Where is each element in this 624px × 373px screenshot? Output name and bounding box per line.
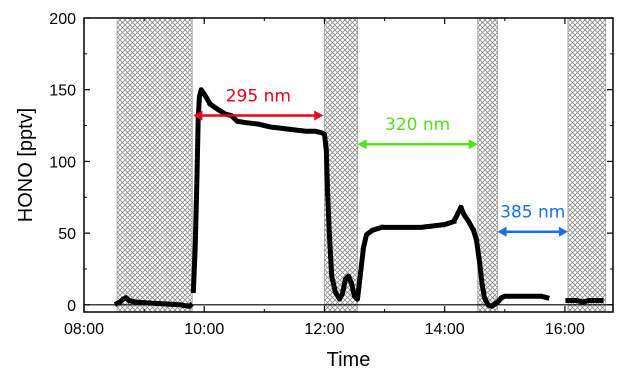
x-axis-ticks: 08:00 10:00 12:00 14:00 16:00 [64,18,585,338]
plot-frame [83,17,614,313]
y-tick-label: 0 [67,298,76,315]
x-axis-title: Time [327,349,371,371]
y-axis-title: HONO [pptv] [15,108,37,222]
wavelength-annotation: 320 nm [357,115,478,150]
wavelength-annotation: 385 nm [497,203,568,237]
x-tick-label: 16:00 [545,321,585,338]
annotation-arrowhead-left [193,110,203,121]
annotation-arrowhead-right [468,139,478,150]
y-tick-label: 200 [49,11,76,28]
wavelength-annotation: 295 nm [193,86,324,121]
x-tick-label: 08:00 [64,321,104,338]
annotation-arrowhead-left [357,139,367,150]
y-axis-ticks: 0 50 100 150 200 [49,11,613,315]
x-tick-label: 10:00 [184,321,224,338]
annotation-arrowhead-left [497,226,507,237]
annotation-arrowhead-right [558,226,568,237]
hono-series-line [113,295,195,309]
wavelength-annotations: 295 nm 320 nm 385 nm [193,86,568,237]
y-tick-label: 150 [49,83,76,100]
dark-period-band [116,17,193,313]
y-tick-label: 100 [49,154,76,171]
annotation-label: 385 nm [500,203,565,223]
series-layer [113,87,604,309]
x-tick-label: 14:00 [425,321,465,338]
annotation-arrowhead-right [314,110,324,121]
x-tick-label: 12:00 [304,321,344,338]
annotation-label: 320 nm [385,115,450,135]
dark-period-band [567,17,607,313]
annotation-label: 295 nm [226,86,291,106]
hono-series-line [565,298,604,305]
hono-series-line [190,87,550,309]
y-tick-label: 50 [58,226,76,243]
